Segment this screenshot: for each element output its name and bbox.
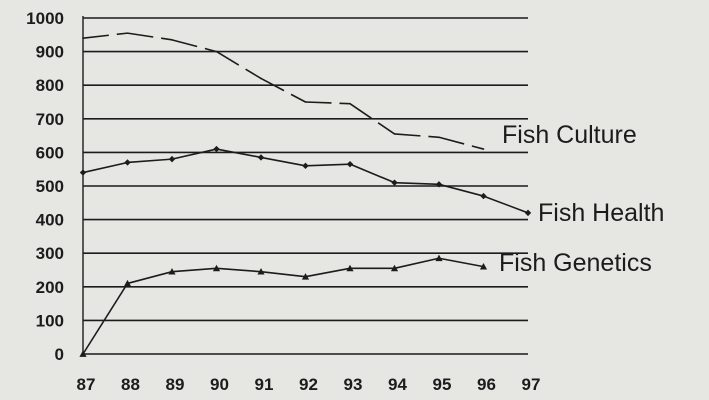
fish-culture-segment-91-92 — [260, 77, 306, 103]
fish-health-point-87 — [79, 169, 87, 176]
fish-culture-point-87 — [82, 37, 84, 39]
fish-genetics-point-94 — [390, 264, 399, 272]
x-tick-labels: 87 88 89 90 91 92 93 94 95 96 97 — [77, 375, 541, 394]
fish-genetics-segment-94-95 — [394, 257, 440, 270]
fish-culture-point-96 — [482, 148, 485, 150]
y-tick-label-0: 0 — [55, 345, 64, 364]
fish-genetics-label: Fish Genetics — [499, 249, 652, 277]
fish-culture-point-90 — [215, 50, 218, 53]
x-tick-label-94: 94 — [388, 375, 407, 394]
fish-health-point-90 — [213, 145, 220, 153]
fish-culture-point-91 — [260, 77, 262, 80]
fish-health-segment-92-93 — [305, 163, 351, 167]
x-tick-label-93: 93 — [344, 375, 363, 394]
fish-culture-segment-88-89 — [127, 32, 173, 41]
fish-health-point-93 — [346, 160, 354, 168]
y-tick-label-700: 700 — [36, 110, 64, 129]
fish-health-point-95 — [435, 181, 443, 188]
x-tick-label-87: 87 — [77, 375, 96, 394]
gridlines — [83, 17, 528, 355]
fish-culture-point-88 — [126, 32, 129, 34]
x-tick-label-92: 92 — [299, 375, 318, 394]
y-tick-label-1000: 1000 — [26, 9, 64, 28]
fish-genetics-segment-88-89 — [127, 270, 173, 285]
y-tick-label-900: 900 — [36, 43, 64, 62]
y-tick-label-400: 400 — [36, 211, 64, 230]
fish-genetics-point-95 — [435, 254, 443, 262]
y-tick-label-100: 100 — [36, 311, 64, 330]
fish-genetics-point-92 — [301, 273, 310, 280]
series-lines — [82, 32, 529, 355]
fish-health-point-91 — [257, 154, 265, 161]
fish-culture-label: Fish Culture — [502, 121, 637, 149]
fish-health-point-96 — [480, 192, 487, 200]
fish-culture-segment-87-88 — [82, 32, 128, 39]
x-tick-label-88: 88 — [121, 375, 140, 394]
fish-culture-segment-94-95 — [394, 133, 440, 139]
y-tick-label-200: 200 — [36, 278, 64, 297]
fish-genetics-segment-95-96 — [438, 257, 484, 268]
fish-health-point-89 — [168, 155, 176, 163]
fish-genetics-segment-92-93 — [305, 267, 351, 278]
fish-health-segment-95-96 — [438, 183, 484, 197]
fish-health-point-92 — [302, 162, 309, 170]
fish-culture-point-92 — [304, 101, 307, 103]
fish-health-segment-91-92 — [260, 156, 306, 167]
x-tick-label-89: 89 — [166, 375, 185, 394]
x-tick-label-95: 95 — [433, 375, 452, 394]
fish-health-point-97 — [524, 209, 532, 217]
fish-culture-point-93 — [349, 102, 351, 105]
fish-health-segment-94-95 — [394, 181, 440, 186]
fish-culture-point-94 — [393, 133, 396, 135]
fish-health-point-94 — [391, 179, 398, 186]
series-labels: Fish Culture Fish Health Fish Genetics — [499, 121, 664, 277]
y-tick-label-800: 800 — [36, 76, 64, 95]
series-markers — [79, 32, 532, 357]
fish-culture-segment-92-93 — [305, 101, 351, 105]
fish-culture-segment-90-91 — [216, 50, 262, 80]
fish-health-segment-87-88 — [82, 161, 128, 174]
fish-genetics-segment-87-88 — [82, 283, 129, 355]
fish-culture-segment-89-90 — [171, 39, 217, 53]
fish-genetics-point-90 — [212, 264, 221, 272]
x-tick-label-90: 90 — [210, 375, 229, 394]
fish-genetics-point-89 — [168, 268, 176, 275]
fish-genetics-point-96 — [479, 263, 488, 270]
fish-culture-point-89 — [171, 39, 173, 41]
fish-health-segment-88-89 — [127, 158, 173, 164]
x-tick-label-91: 91 — [255, 375, 274, 394]
fish-health-point-88 — [124, 159, 131, 166]
fish-culture-segment-95-96 — [438, 136, 484, 150]
fish-genetics-point-93 — [346, 264, 354, 272]
fish-genetics-point-87 — [79, 350, 87, 357]
fish-health-segment-89-90 — [171, 148, 217, 160]
fish-genetics-segment-89-90 — [171, 267, 217, 273]
x-tick-label-96: 96 — [477, 375, 496, 394]
y-tick-label-300: 300 — [36, 244, 64, 263]
fish-genetics-segment-91-92 — [260, 270, 306, 278]
fish-genetics-point-88 — [123, 279, 132, 287]
fish-health-segment-90-91 — [216, 148, 262, 159]
fish-culture-point-95 — [438, 136, 440, 139]
fish-genetics-segment-90-91 — [216, 267, 262, 273]
y-tick-label-600: 600 — [36, 143, 64, 162]
x-tick-label-97: 97 — [522, 375, 541, 394]
y-tick-label-500: 500 — [36, 177, 64, 196]
fish-genetics-point-91 — [257, 268, 265, 275]
fish-health-label: Fish Health — [538, 199, 664, 227]
fish-health-segment-93-94 — [349, 163, 395, 184]
fish-culture-segment-93-94 — [349, 103, 395, 135]
fish-health-segment-96-97 — [483, 195, 529, 214]
